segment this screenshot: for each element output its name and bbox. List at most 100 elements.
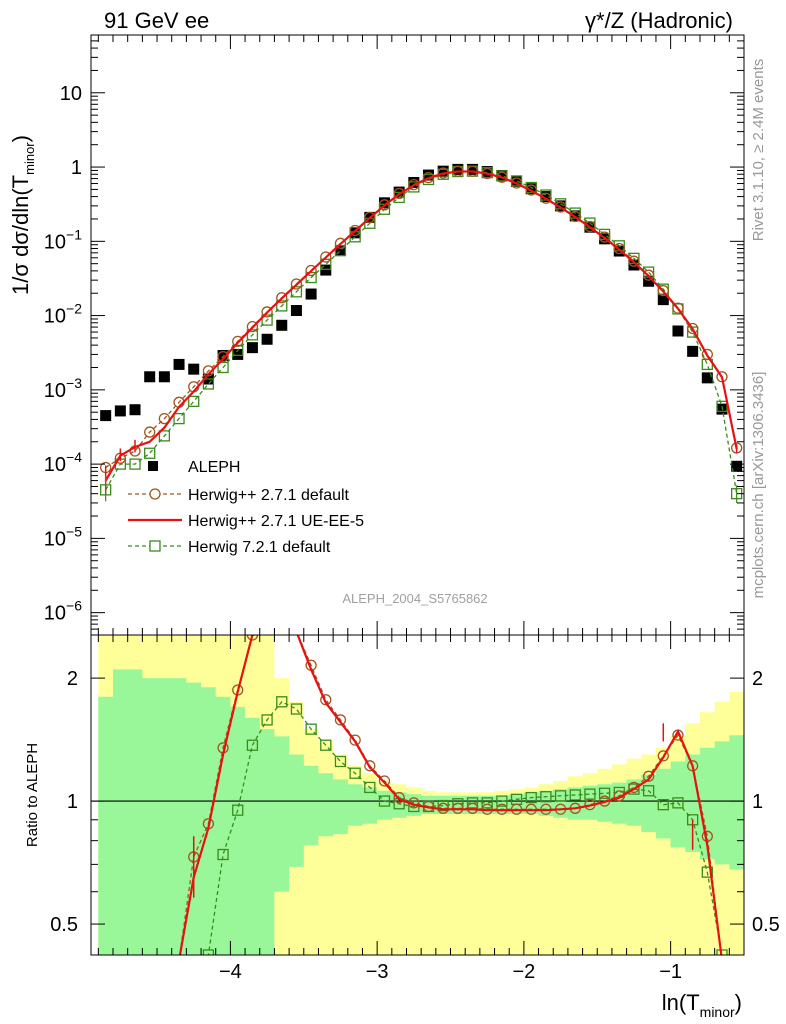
herwigpp-default-marker <box>320 251 332 263</box>
herwigpp-default-marker <box>334 237 347 249</box>
aleph-data-point <box>701 372 713 384</box>
herwig721-marker <box>261 314 273 326</box>
y-tick-label: 10−4 <box>44 449 82 476</box>
herwig721-marker <box>144 447 156 459</box>
aleph-data-point <box>173 358 185 370</box>
y-tick-label: 10−2 <box>44 301 82 328</box>
ratio-herwig721-marker <box>232 804 244 816</box>
ratio-herwigpp-default-marker <box>628 781 640 794</box>
y-tick-label: 10−1 <box>44 226 82 253</box>
ratio-herwig721-marker <box>290 703 303 715</box>
herwigpp-default-marker <box>261 306 273 318</box>
herwigpp-default-marker <box>598 231 611 243</box>
aleph-data-point <box>687 345 699 357</box>
ratio-y-tick-label-right: 0.5 <box>752 914 780 936</box>
herwigpp-default-marker <box>378 199 391 211</box>
herwigpp-default-marker <box>642 269 655 281</box>
herwigpp-default-marker <box>144 426 156 438</box>
aleph-data-point <box>114 405 126 417</box>
ratio-herwig721-marker <box>642 785 655 797</box>
aleph-data-point <box>144 371 156 383</box>
legend-marker-herwig721 <box>149 540 161 552</box>
x-axis-label-main: ln(T <box>662 990 700 1015</box>
header-right-prefix: γ*/Z <box>585 8 624 33</box>
legend-label-mc1: Herwig++ 2.7.1 default <box>188 487 350 504</box>
ratio-herwig721-marker <box>554 790 567 802</box>
herwig721-marker <box>158 430 171 442</box>
herwigpp-default-marker <box>525 184 537 196</box>
herwig721-marker <box>290 286 303 298</box>
herwigpp-default-marker <box>510 177 523 189</box>
ratio-herwig721-marker <box>202 949 215 955</box>
herwigpp-default-marker <box>158 412 171 425</box>
aleph-data-point <box>158 371 170 383</box>
ratio-herwig721-marker <box>598 787 611 799</box>
analysis-tag: ALEPH_2004_S5765862 <box>342 591 487 606</box>
aleph-data-point <box>290 305 302 317</box>
ratio-herwig721-marker <box>320 739 332 751</box>
x-tick-label: −2 <box>512 961 535 983</box>
x-axis-label: ln(Tminor) <box>662 990 742 1020</box>
ratio-herwig721-marker <box>525 791 537 804</box>
ratio-herwigpp-default-marker <box>364 760 376 772</box>
ratio-herwigpp-default-line <box>179 635 723 955</box>
herwigpp-default-marker <box>540 192 552 204</box>
aleph-data-point <box>349 227 361 239</box>
herwigpp-default-marker <box>349 224 361 237</box>
aleph-data-point <box>672 325 684 337</box>
ratio-y-tick-label-right: 2 <box>752 668 763 690</box>
ratio-herwig721-marker <box>496 795 508 807</box>
ratio-y-tick-label: 2 <box>67 668 78 690</box>
x-axis-label-end: ) <box>735 990 742 1015</box>
herwigpp-default-marker <box>628 255 640 267</box>
aleph-data-point <box>731 460 743 472</box>
y-tick-label: 10−3 <box>44 375 82 402</box>
header-right-suffix: (Hadronic) <box>630 8 733 33</box>
ratio-herwigpp-default-marker <box>642 770 655 782</box>
herwig721-line <box>105 170 738 494</box>
herwig721-marker <box>202 378 215 390</box>
aleph-data-point <box>305 288 317 300</box>
herwigpp-default-marker <box>686 322 699 335</box>
herwig721-marker <box>334 244 347 257</box>
herwigpp-default-marker <box>584 220 596 233</box>
ratio-herwig721-marker <box>305 723 317 735</box>
aleph-data-point <box>232 348 244 360</box>
ratio-herwigpp-default-marker <box>246 635 259 641</box>
header-left: 91 GeV ee <box>104 8 209 33</box>
aleph-data-point <box>378 197 390 209</box>
ratio-herwig721-marker <box>334 755 347 768</box>
herwig721-marker <box>173 412 185 425</box>
herwigpp-default-marker <box>672 302 684 314</box>
herwigpp-default-marker <box>276 292 288 304</box>
y-tick-label: 10−6 <box>44 598 82 625</box>
ratio-y-tick-label: 0.5 <box>50 914 78 936</box>
y-tick-label: 1 <box>71 157 82 179</box>
ratio-herwig721-marker <box>217 848 229 861</box>
herwigpp-default-marker <box>393 187 405 200</box>
aleph-data-point <box>320 264 332 276</box>
aleph-data-point <box>496 169 508 181</box>
ratio-y-tick-label-right: 1 <box>752 791 763 813</box>
aleph-data-point <box>246 342 258 354</box>
y-tick-label: 10−5 <box>44 523 82 550</box>
herwig721-marker <box>232 344 244 357</box>
x-axis-label-sub: minor <box>700 1004 735 1020</box>
herwigpp-default-marker <box>408 178 420 191</box>
aleph-data-point <box>467 163 479 175</box>
herwigpp-default-marker <box>364 211 376 224</box>
ratio-herwig721-marker <box>716 949 728 955</box>
ratio-herwig721-marker <box>364 781 376 794</box>
ratio-herwigpp-default-marker <box>393 791 405 804</box>
ratio-y-tick-label: 1 <box>67 791 78 813</box>
aleph-data-point <box>628 259 640 271</box>
herwigpp-default-marker <box>657 284 669 297</box>
herwigpp-default-marker <box>305 264 317 277</box>
legend-label-mc3: Herwig 7.2.1 default <box>188 539 331 556</box>
main-panel: 10−6 10−5 10−4 10−3 10−2 10−1 1 10 ALEPH_2004_S… <box>44 34 745 636</box>
herwig721-marker <box>188 395 200 408</box>
herwigpp-default-marker <box>290 278 303 290</box>
herwigpp-default-line <box>105 170 738 469</box>
ratio-herwig721-marker <box>540 791 552 803</box>
ratio-herwig721-marker <box>657 799 669 811</box>
